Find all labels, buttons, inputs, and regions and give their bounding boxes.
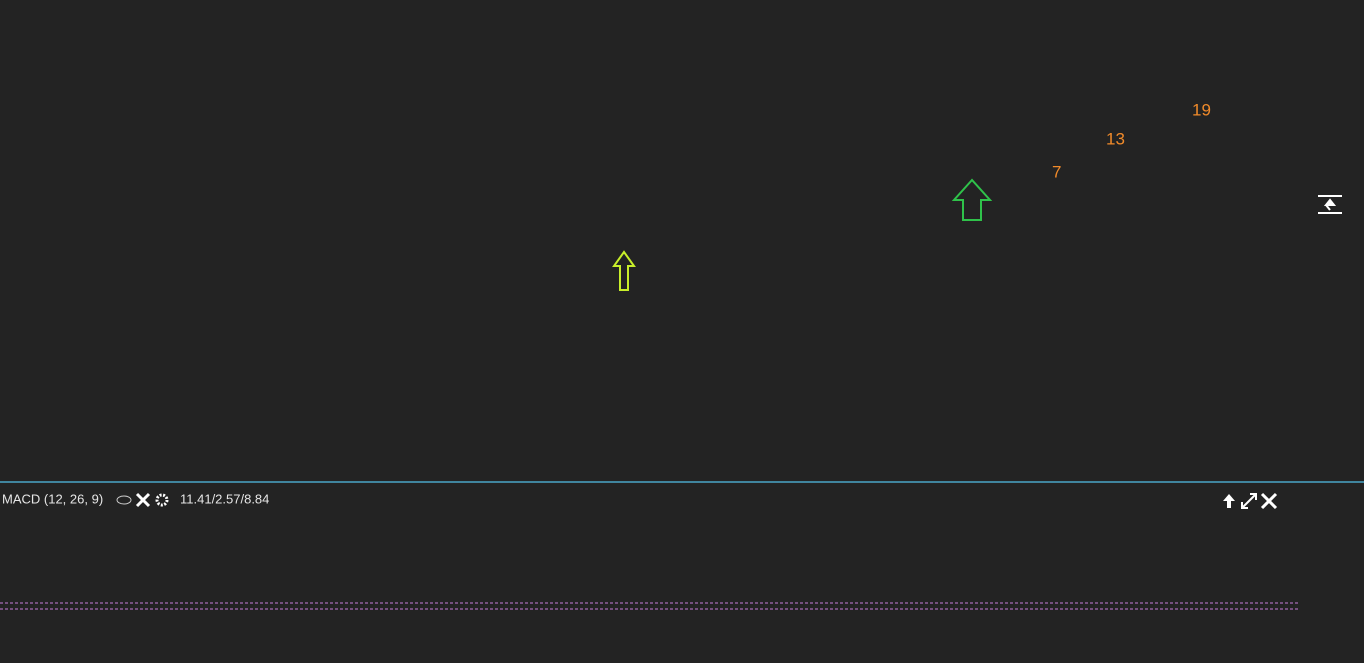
arrow-up [612, 250, 636, 291]
annotation: 19 [1192, 100, 1211, 119]
scale-icon[interactable] [1318, 195, 1342, 214]
eye-icon[interactable] [116, 495, 132, 505]
arrow-up [951, 178, 993, 221]
annotation: 7 [1052, 162, 1061, 181]
indicator-title: MACD (12, 26, 9) [2, 491, 103, 506]
annotation: 13 [1106, 129, 1125, 148]
close-icon[interactable] [135, 492, 151, 508]
move-up-icon[interactable] [1223, 494, 1235, 508]
settings-icon[interactable] [155, 493, 169, 507]
close-icon[interactable] [1260, 492, 1278, 510]
expand-icon[interactable] [1241, 493, 1257, 509]
indicator-readout: 11.41/2.57/8.84 [180, 491, 269, 506]
